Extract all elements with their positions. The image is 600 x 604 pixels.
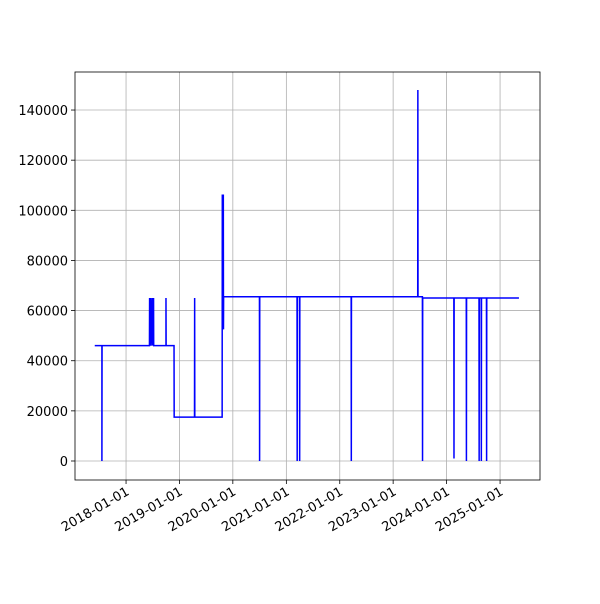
axes-frame <box>74 71 541 481</box>
y-tick-label: 80000 <box>27 254 68 269</box>
y-tick-label: 0 <box>60 455 68 470</box>
data-line <box>94 89 519 462</box>
y-tick-label: 20000 <box>27 405 68 420</box>
y-tick-label: 120000 <box>18 154 68 169</box>
y-tick-label: 100000 <box>18 204 68 219</box>
y-tick-label: 40000 <box>27 355 68 370</box>
y-tick-label: 60000 <box>27 305 68 320</box>
y-tick-label: 140000 <box>18 104 68 119</box>
